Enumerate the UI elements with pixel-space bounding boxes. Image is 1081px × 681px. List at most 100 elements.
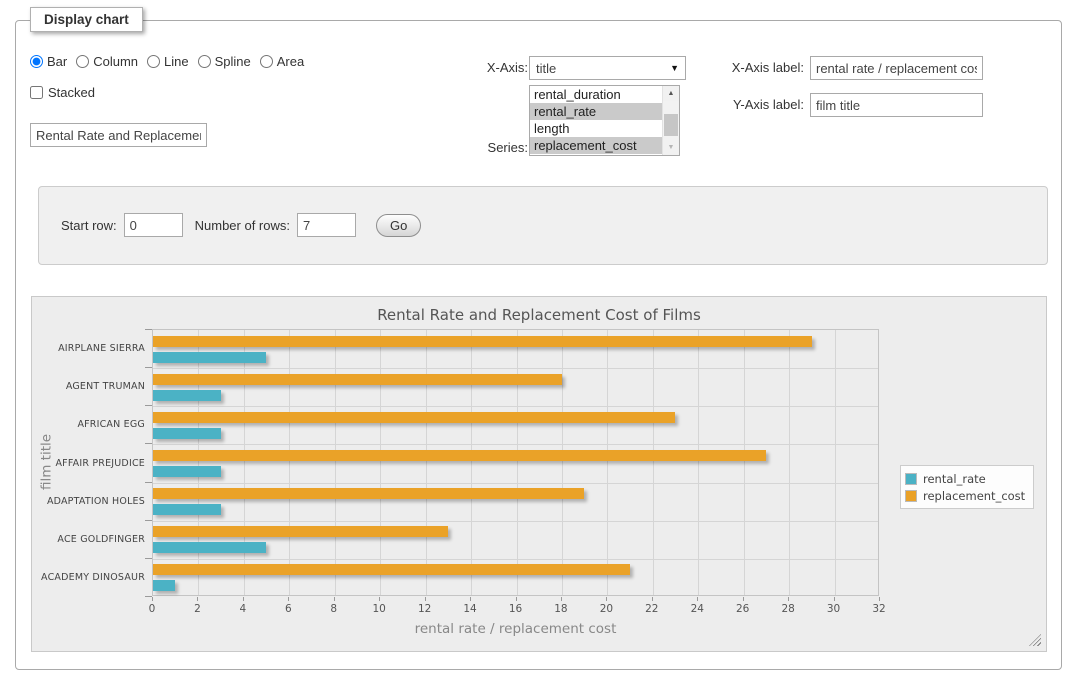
x-tick-label: 12 xyxy=(418,603,431,615)
chart-type-option-label: Area xyxy=(277,54,304,69)
grid-line-horizontal xyxy=(153,483,878,484)
chart-type-option-bar[interactable]: Bar xyxy=(30,54,67,69)
grid-line-vertical xyxy=(289,330,290,595)
x-tick-label: 8 xyxy=(330,603,337,615)
grid-line-vertical xyxy=(698,330,699,595)
bar-replacement_cost xyxy=(153,526,448,537)
go-button[interactable]: Go xyxy=(376,214,421,237)
y-category-label: ACE GOLDFINGER xyxy=(32,534,145,545)
x-tick-label: 20 xyxy=(600,603,613,615)
bar-replacement_cost xyxy=(153,336,812,347)
bar-rental_rate xyxy=(153,580,175,591)
chart-type-radio-line[interactable] xyxy=(147,55,160,68)
bar-rental_rate xyxy=(153,428,221,439)
y-category-label: ADAPTATION HOLES xyxy=(32,496,145,507)
bar-replacement_cost xyxy=(153,564,630,575)
chart-type-radio-area[interactable] xyxy=(260,55,273,68)
y-tick-mark xyxy=(145,405,152,406)
chart-type-option-area[interactable]: Area xyxy=(260,54,304,69)
x-tick-label: 4 xyxy=(240,603,247,615)
grid-line-vertical xyxy=(471,330,472,595)
legend-item: replacement_cost xyxy=(905,487,1025,504)
x-tick-mark xyxy=(288,597,289,601)
chart-type-radio-spline[interactable] xyxy=(198,55,211,68)
bar-rental_rate xyxy=(153,542,266,553)
scrollbar-up-icon[interactable]: ▲ xyxy=(663,86,679,101)
grid-line-vertical xyxy=(653,330,654,595)
y-category-label: ACADEMY DINOSAUR xyxy=(32,572,145,583)
x-tick-mark xyxy=(334,597,335,601)
y-tick-mark xyxy=(145,558,152,559)
grid-line-vertical xyxy=(380,330,381,595)
chart-type-option-label: Column xyxy=(93,54,138,69)
grid-line-vertical xyxy=(789,330,790,595)
grid-line-horizontal xyxy=(153,444,878,445)
x-tick-mark xyxy=(561,597,562,601)
y-tick-mark xyxy=(145,329,152,330)
resize-handle-icon[interactable] xyxy=(1029,634,1041,646)
grid-line-vertical xyxy=(517,330,518,595)
grid-line-vertical xyxy=(244,330,245,595)
x-axis-selected-value: title xyxy=(536,61,556,76)
row-range-panel: Start row: Number of rows: Go xyxy=(38,186,1048,265)
series-multiselect[interactable]: rental_durationrental_ratelengthreplacem… xyxy=(529,85,680,156)
y-tick-mark xyxy=(145,520,152,521)
grid-line-horizontal xyxy=(153,368,878,369)
chart-type-option-line[interactable]: Line xyxy=(147,54,189,69)
y-tick-mark xyxy=(145,482,152,483)
num-rows-input[interactable] xyxy=(297,213,356,237)
chart-title-input[interactable] xyxy=(30,123,207,147)
start-row-input[interactable] xyxy=(124,213,183,237)
series-option-rental_duration[interactable]: rental_duration xyxy=(530,86,662,103)
page-root: { "panel_legend": "Display chart", "char… xyxy=(0,0,1081,681)
y-tick-mark xyxy=(145,367,152,368)
chart-type-radio-bar[interactable] xyxy=(30,55,43,68)
bar-replacement_cost xyxy=(153,412,675,423)
chart-type-option-label: Spline xyxy=(215,54,251,69)
chart-type-option-column[interactable]: Column xyxy=(76,54,138,69)
series-select-label: Series: xyxy=(456,140,528,155)
start-row-label: Start row: xyxy=(61,218,117,233)
chart-legend: rental_rate replacement_cost xyxy=(900,465,1034,509)
x-axis-select-label: X-Axis: xyxy=(456,60,528,75)
scrollbar-down-icon[interactable]: ▼ xyxy=(663,140,679,155)
grid-line-vertical xyxy=(835,330,836,595)
chart-type-option-spline[interactable]: Spline xyxy=(198,54,251,69)
x-axis-label-label: X-Axis label: xyxy=(704,60,804,75)
stacked-label: Stacked xyxy=(48,85,95,100)
y-category-label: AGENT TRUMAN xyxy=(32,381,145,392)
x-axis-select[interactable]: title ▼ xyxy=(529,56,686,80)
num-rows-label: Number of rows: xyxy=(195,218,290,233)
x-tick-mark xyxy=(470,597,471,601)
series-option-rental_rate[interactable]: rental_rate xyxy=(530,103,662,120)
legend-label: rental_rate xyxy=(923,472,986,486)
y-axis-label-input[interactable] xyxy=(810,93,983,117)
scrollbar-thumb[interactable] xyxy=(664,114,678,136)
x-tick-label: 22 xyxy=(645,603,658,615)
stacked-checkbox[interactable] xyxy=(30,86,43,99)
x-tick-mark xyxy=(379,597,380,601)
x-tick-mark xyxy=(879,597,880,601)
bar-replacement_cost xyxy=(153,450,766,461)
display-chart-fieldset: Display chart BarColumnLineSplineArea St… xyxy=(15,20,1062,670)
series-option-replacement_cost[interactable]: replacement_cost xyxy=(530,137,662,154)
x-tick-mark xyxy=(152,597,153,601)
x-tick-label: 10 xyxy=(373,603,386,615)
x-tick-mark xyxy=(243,597,244,601)
series-option-length[interactable]: length xyxy=(530,120,662,137)
bar-rental_rate xyxy=(153,390,221,401)
chart-type-radio-column[interactable] xyxy=(76,55,89,68)
grid-line-horizontal xyxy=(153,406,878,407)
stacked-checkbox-row[interactable]: Stacked xyxy=(30,85,95,100)
x-tick-mark xyxy=(697,597,698,601)
row-range-controls: Start row: Number of rows: Go xyxy=(61,213,421,237)
bar-replacement_cost xyxy=(153,374,562,385)
grid-line-vertical xyxy=(426,330,427,595)
grid-line-vertical xyxy=(335,330,336,595)
series-scrollbar[interactable]: ▲ ▼ xyxy=(662,86,679,155)
bar-replacement_cost xyxy=(153,488,584,499)
x-tick-label: 26 xyxy=(736,603,749,615)
x-axis-label-input[interactable] xyxy=(810,56,983,80)
bar-rental_rate xyxy=(153,352,266,363)
grid-line-vertical xyxy=(744,330,745,595)
